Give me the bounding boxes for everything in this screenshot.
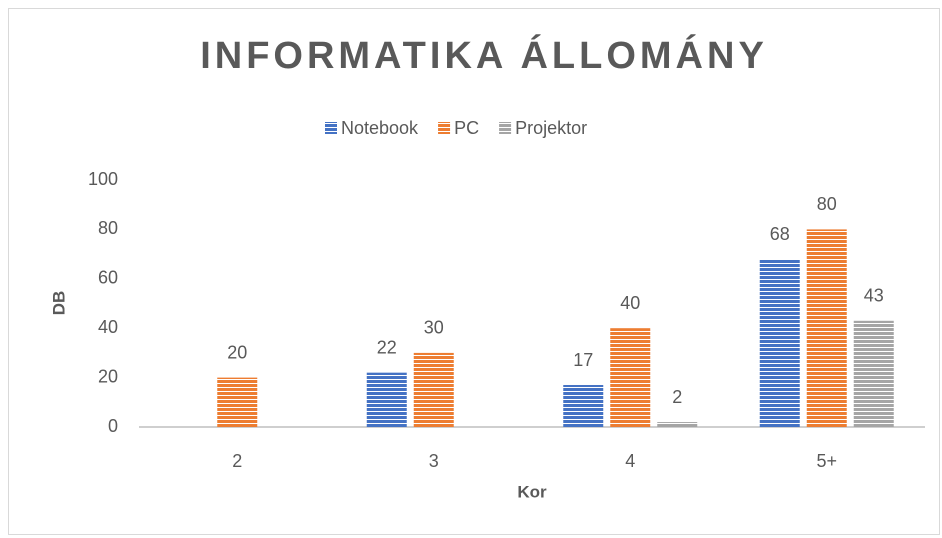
data-label: 80	[817, 194, 837, 214]
x-tick-label: 5+	[816, 451, 837, 471]
x-axis-label: Kor	[517, 482, 547, 501]
data-label: 68	[770, 224, 790, 244]
x-tick-label: 4	[625, 451, 635, 471]
data-label: 40	[620, 293, 640, 313]
data-label: 43	[864, 286, 884, 306]
data-label: 2	[672, 387, 682, 407]
x-tick-label: 2	[232, 451, 242, 471]
bar	[610, 328, 651, 427]
bar	[413, 352, 454, 427]
bar	[759, 259, 800, 427]
legend-label: Projektor	[515, 118, 587, 138]
y-axis-label: DB	[49, 291, 68, 316]
bar	[853, 320, 894, 427]
y-tick-label: 0	[108, 416, 118, 436]
bar	[806, 229, 847, 427]
bar	[657, 422, 698, 427]
bar	[217, 377, 258, 427]
x-tick-label: 3	[429, 451, 439, 471]
legend-swatch	[499, 122, 512, 134]
y-tick-label: 80	[98, 218, 118, 238]
bar	[366, 372, 407, 427]
data-label: 17	[573, 350, 593, 370]
legend-swatch	[325, 122, 337, 134]
legend-label: Notebook	[341, 118, 419, 138]
y-tick-label: 100	[88, 169, 118, 189]
data-label: 20	[227, 342, 247, 362]
chart-border	[8, 8, 940, 535]
legend-swatch	[438, 122, 451, 134]
y-tick-label: 40	[98, 317, 118, 337]
data-label: 30	[424, 318, 444, 338]
y-tick-label: 20	[98, 366, 118, 386]
data-label: 22	[377, 337, 397, 357]
y-tick-label: 60	[98, 268, 118, 288]
chart-title: INFORMATIKA ÁLLOMÁNY	[200, 33, 768, 77]
legend-label: PC	[454, 118, 479, 138]
bar	[563, 385, 604, 427]
